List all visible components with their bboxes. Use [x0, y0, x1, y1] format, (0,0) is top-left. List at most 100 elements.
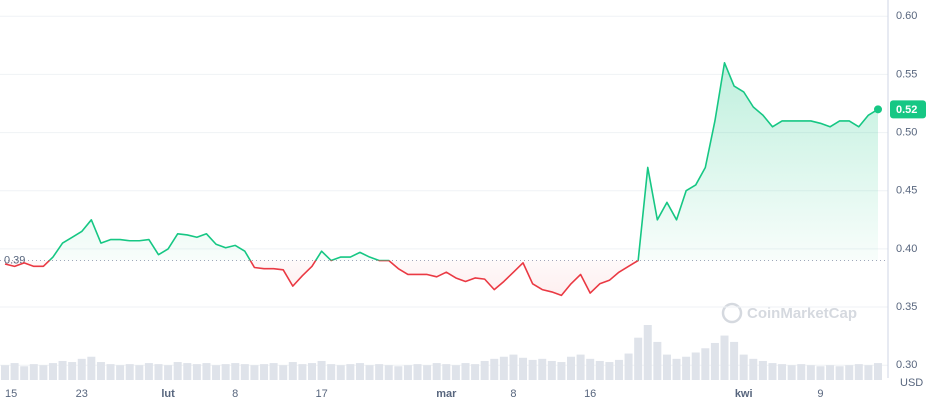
volume-bar: [749, 358, 758, 380]
volume-bar: [874, 363, 882, 380]
currency-label: USD: [900, 377, 923, 389]
volume-bar: [826, 365, 835, 380]
y-tick-label: 0.35: [896, 301, 917, 313]
volume-bar: [682, 356, 691, 380]
volume-bar: [576, 354, 585, 380]
y-tick-label: 0.30: [896, 359, 917, 371]
volume-bar: [816, 366, 825, 380]
volume-bar: [614, 359, 623, 380]
volume-bar: [643, 325, 652, 380]
volume-bar: [96, 362, 105, 380]
volume-bar: [403, 365, 412, 380]
volume-bar: [509, 354, 518, 380]
y-tick-label: 0.60: [896, 10, 917, 22]
x-tick-label: 17: [315, 388, 327, 400]
x-tick-label: 15: [5, 388, 17, 400]
x-tick-label: lut: [161, 388, 175, 400]
price-line: [4, 62, 879, 297]
volume-bar: [48, 363, 57, 380]
volume-bar: [240, 364, 249, 380]
volume-bar: [365, 365, 374, 380]
volume-bar: [336, 365, 345, 380]
volume-bar: [787, 365, 796, 380]
volume-bar: [221, 364, 230, 380]
volume-bar: [845, 365, 854, 380]
volume-bar: [499, 356, 508, 380]
volume-bar: [701, 348, 710, 380]
volume-bar: [432, 363, 441, 380]
price-area: [5, 62, 878, 296]
x-tick-label: 8: [232, 388, 238, 400]
x-tick-label: 8: [510, 388, 516, 400]
x-tick-label: 16: [584, 388, 596, 400]
volume-bar: [461, 363, 470, 380]
volume-bar: [68, 362, 77, 380]
volume-bar: [864, 365, 873, 380]
price-badge-label: 0.52: [896, 104, 917, 116]
volume-bar: [547, 360, 556, 380]
volume-bar: [394, 366, 403, 380]
volume-bar: [1, 365, 9, 380]
volume-bar: [106, 364, 115, 380]
y-tick-label: 0.55: [896, 68, 917, 80]
volume-bar: [605, 362, 614, 380]
volume-bar: [154, 364, 163, 380]
volume-bar: [662, 354, 671, 380]
volume-bar: [231, 363, 240, 380]
x-tick-label: mar: [436, 388, 457, 400]
volume-bar: [413, 364, 422, 380]
x-tick-label: 9: [817, 388, 823, 400]
volume-bar: [355, 363, 364, 380]
volume-bar: [710, 342, 719, 380]
watermark-text: CoinMarketCap: [747, 305, 857, 322]
volume-bar: [192, 364, 201, 380]
volume-bar: [288, 362, 297, 380]
volume-bar: [624, 353, 633, 380]
volume-bar: [758, 360, 767, 380]
volume-bar: [29, 364, 38, 380]
volume-bar: [77, 358, 86, 380]
volume-bar: [116, 365, 125, 380]
price-badge: [890, 100, 926, 119]
volume-bar: [490, 358, 499, 380]
volume-bar: [768, 363, 777, 380]
volume-bar: [202, 363, 211, 380]
volume-bar: [212, 365, 221, 380]
volume-bar: [538, 358, 547, 380]
volume-bar: [423, 365, 432, 380]
volume-bar: [480, 360, 489, 380]
volume-bar: [375, 364, 384, 380]
volume-bar: [730, 341, 739, 380]
volume-bar: [854, 364, 863, 380]
volume-bar: [135, 365, 144, 380]
volume-bar: [298, 364, 307, 380]
x-tick-label: kwi: [735, 388, 753, 400]
volume-bar: [595, 360, 604, 380]
volume-bar: [317, 360, 326, 380]
volume-bar: [164, 365, 173, 380]
volume-bar: [672, 358, 681, 380]
volume-bar: [183, 363, 192, 380]
volume-bar: [20, 366, 29, 380]
volume-bar: [653, 341, 662, 380]
volume-bar: [384, 365, 393, 380]
volume-bar: [835, 366, 844, 380]
volume-bar: [58, 360, 67, 380]
volume-bar: [307, 363, 316, 380]
volume-bar: [720, 335, 729, 380]
watermark: CoinMarketCap: [721, 302, 857, 324]
volume-bar: [125, 364, 134, 380]
x-tick-label: 23: [76, 388, 88, 400]
volume-bar: [528, 359, 537, 380]
volume-bar: [173, 362, 182, 380]
volume-bar: [87, 356, 96, 380]
volume-bar: [269, 363, 278, 380]
volume-bar: [471, 364, 480, 380]
volume-bar: [327, 364, 336, 380]
volume-bar: [557, 362, 566, 380]
volume-bar: [39, 365, 48, 380]
volume-bar: [442, 364, 451, 380]
volume-bar: [451, 365, 460, 380]
volume-bar: [519, 357, 528, 380]
volume-bar: [260, 364, 269, 380]
